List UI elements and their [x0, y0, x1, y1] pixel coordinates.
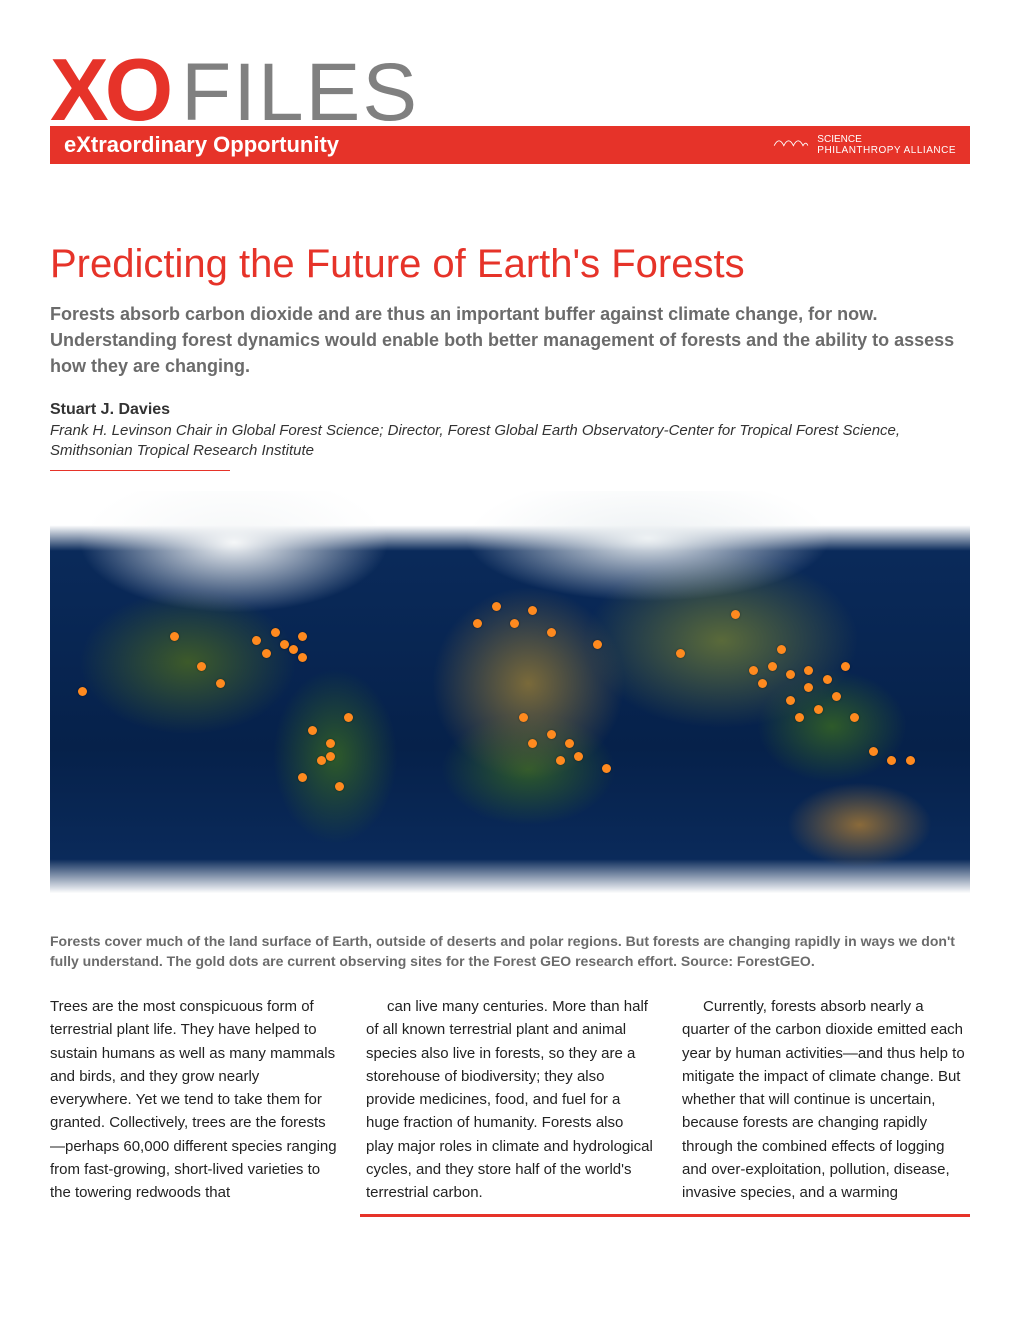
map-site-dot	[887, 756, 896, 765]
map-site-dot	[768, 662, 777, 671]
org-line2: PHILANTHROPY ALLIANCE	[817, 145, 956, 156]
map-site-dot	[814, 705, 823, 714]
map-site-dot	[308, 726, 317, 735]
map-site-dot	[289, 645, 298, 654]
map-site-dot	[197, 662, 206, 671]
map-site-dot	[841, 662, 850, 671]
map-site-dot	[795, 713, 804, 722]
footer-rule-wrap	[50, 1204, 970, 1217]
map-site-dot	[519, 713, 528, 722]
map-site-dot	[786, 696, 795, 705]
map-site-dot	[574, 752, 583, 761]
article: Predicting the Future of Earth's Forests…	[50, 172, 970, 1218]
logo: XO FILES	[50, 50, 970, 130]
map-site-dot	[602, 764, 611, 773]
map-site-dot	[676, 649, 685, 658]
map-site-dot	[298, 653, 307, 662]
map-site-dot	[758, 679, 767, 688]
map-site-dot	[298, 632, 307, 641]
map-site-dot	[804, 683, 813, 692]
map-site-dot	[473, 619, 482, 628]
body-p3: Currently, forests absorb nearly a quart…	[682, 995, 970, 1204]
masthead: XO FILES eXtraordinary Opportunity SCIEN…	[50, 50, 970, 164]
map-site-dot	[906, 756, 915, 765]
logo-light: FILES	[181, 56, 419, 130]
map-site-dot	[565, 739, 574, 748]
org-text: SCIENCE PHILANTHROPY ALLIANCE	[817, 134, 956, 156]
byline: Stuart J. Davies	[50, 401, 970, 419]
map-site-dot	[326, 752, 335, 761]
map-site-dot	[335, 782, 344, 791]
map-site-dot	[510, 619, 519, 628]
body-p1: Trees are the most conspicuous form of t…	[50, 995, 338, 1204]
map-site-dot	[298, 773, 307, 782]
map-site-dot	[869, 747, 878, 756]
map-site-dot	[731, 610, 740, 619]
map-site-dot	[786, 670, 795, 679]
footer-rule	[360, 1214, 970, 1217]
map-site-dot	[593, 640, 602, 649]
map-site-dot	[547, 628, 556, 637]
map-site-dot	[547, 730, 556, 739]
map-site-dot	[749, 666, 758, 675]
map-site-dot	[823, 675, 832, 684]
map-site-dot	[528, 606, 537, 615]
figure	[50, 491, 970, 919]
map-site-dot	[832, 692, 841, 701]
org-line1: SCIENCE	[817, 134, 956, 145]
map-site-dot	[528, 739, 537, 748]
map-site-dot	[280, 640, 289, 649]
body-p2: can live many centuries. More than half …	[366, 995, 654, 1204]
article-title: Predicting the Future of Earth's Forests	[50, 242, 970, 287]
map-site-dot	[850, 713, 859, 722]
author-bio: Frank H. Levinson Chair in Global Forest…	[50, 421, 970, 462]
map-site-dot	[556, 756, 565, 765]
tagline: eXtraordinary Opportunity	[64, 132, 339, 158]
map-site-dot	[78, 687, 87, 696]
bio-rule	[50, 470, 230, 471]
map-site-dot	[317, 756, 326, 765]
body-columns: Trees are the most conspicuous form of t…	[50, 995, 970, 1204]
map-site-dot	[326, 739, 335, 748]
map-site-dot	[170, 632, 179, 641]
map-site-dot	[777, 645, 786, 654]
article-dek: Forests absorb carbon dioxide and are th…	[50, 301, 970, 379]
map-site-dot	[344, 713, 353, 722]
header-bar: eXtraordinary Opportunity SCIENCE PHILAN…	[50, 126, 970, 164]
map-site-dot	[492, 602, 501, 611]
map-site-dot	[262, 649, 271, 658]
figure-caption: Forests cover much of the land surface o…	[50, 931, 970, 972]
map-site-dot	[804, 666, 813, 675]
map-site-dot	[216, 679, 225, 688]
map-site-dot	[252, 636, 261, 645]
world-map	[50, 491, 970, 919]
map-site-dot	[271, 628, 280, 637]
logo-bold: XO	[50, 50, 169, 129]
org-block: SCIENCE PHILANTHROPY ALLIANCE	[773, 133, 956, 156]
wave-icon	[773, 133, 809, 156]
